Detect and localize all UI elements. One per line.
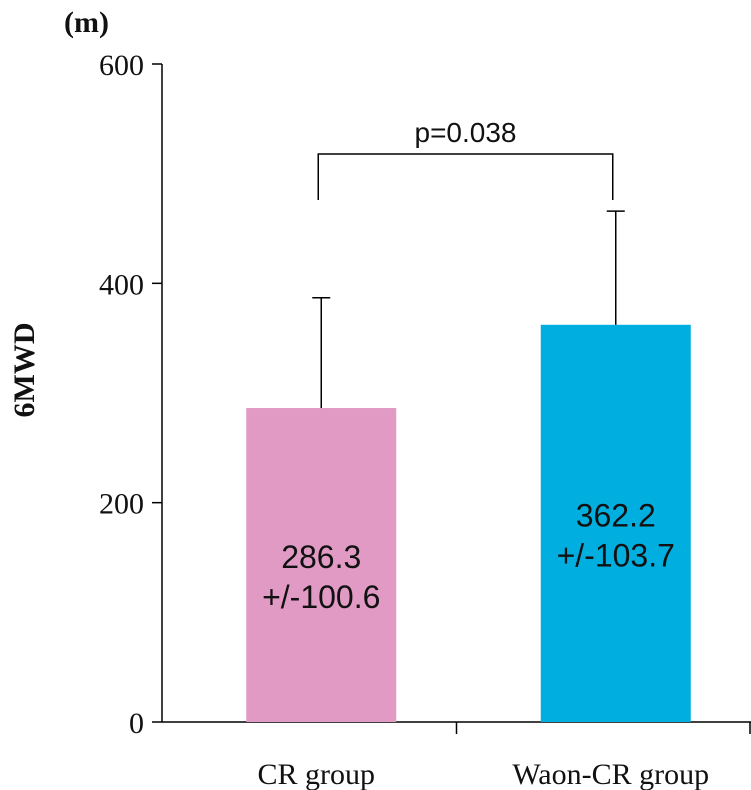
bracket-line (317, 153, 614, 200)
bar-mean-label: 286.3 (281, 539, 361, 575)
p-value-label: p=0.038 (415, 117, 517, 148)
bar (540, 324, 691, 722)
y-tick-label: 600 (99, 49, 144, 82)
y-tick-label: 200 (99, 488, 144, 521)
bar (246, 408, 397, 722)
x-axis-ticks (455, 722, 751, 734)
bar-mean-label: 362.2 (576, 497, 656, 533)
significance-bracket: p=0.038 (317, 117, 614, 200)
x-category-label: CR group (257, 758, 375, 790)
y-tick-label: 0 (129, 707, 144, 740)
x-category-label: Waon-CR group (512, 758, 709, 790)
bar-sd-label: +/-103.7 (557, 537, 675, 573)
y-axis-label: 6MWD (8, 323, 41, 418)
bars-group: 286.3 +/-100.6 CR group 362.2 +/-103.7 Waon-C… (246, 210, 709, 790)
y-axis-ticks: 0 200 400 600 (99, 49, 162, 740)
y-unit-label: (m) (64, 6, 109, 39)
y-tick-label: 400 (99, 268, 144, 301)
bar-sd-label: +/-100.6 (262, 579, 380, 615)
